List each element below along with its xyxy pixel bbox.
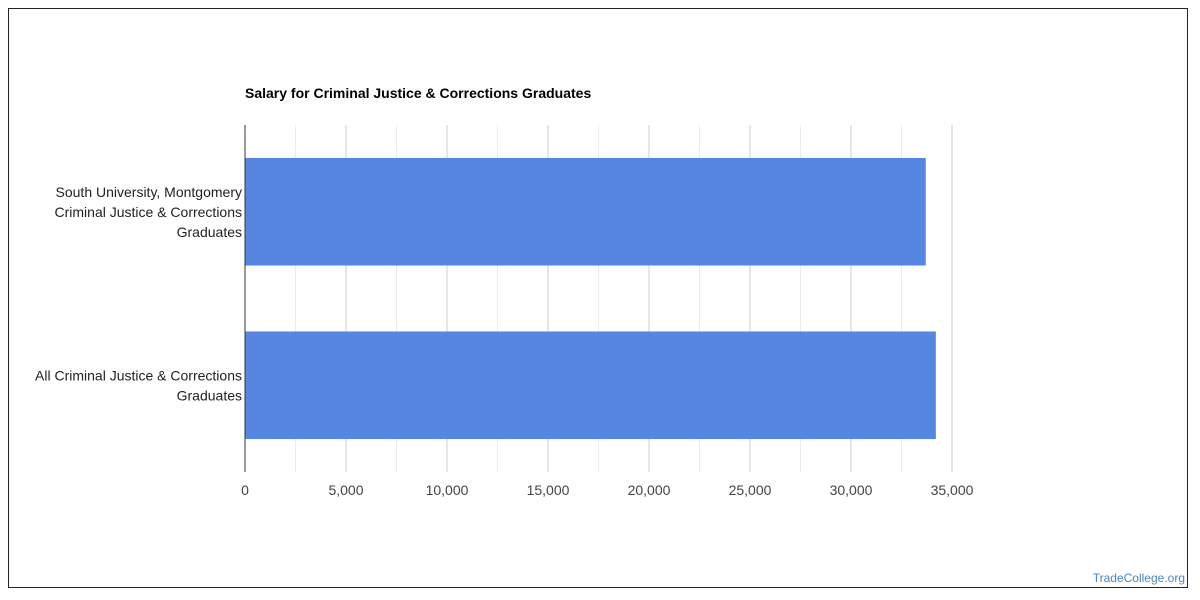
x-tick-label: 5,000 <box>328 482 363 498</box>
x-tick-label: 35,000 <box>931 482 974 498</box>
y-category-label: Graduates <box>177 224 242 240</box>
x-tick-label: 30,000 <box>830 482 873 498</box>
x-tick-label: 20,000 <box>628 482 671 498</box>
bar <box>245 331 936 440</box>
y-category-label: All Criminal Justice & Corrections <box>35 367 242 383</box>
bar <box>245 157 926 266</box>
chart-title: Salary for Criminal Justice & Correction… <box>245 85 592 101</box>
x-tick-label: 25,000 <box>729 482 772 498</box>
x-tick-label: 10,000 <box>426 482 469 498</box>
y-category-label: South University, Montgomery <box>56 184 242 200</box>
y-category-label: Graduates <box>177 387 242 403</box>
x-tick-label: 0 <box>241 482 249 498</box>
y-category-label: Criminal Justice & Corrections <box>55 204 243 220</box>
x-tick-label: 15,000 <box>527 482 570 498</box>
watermark: TradeCollege.org <box>1092 571 1185 585</box>
